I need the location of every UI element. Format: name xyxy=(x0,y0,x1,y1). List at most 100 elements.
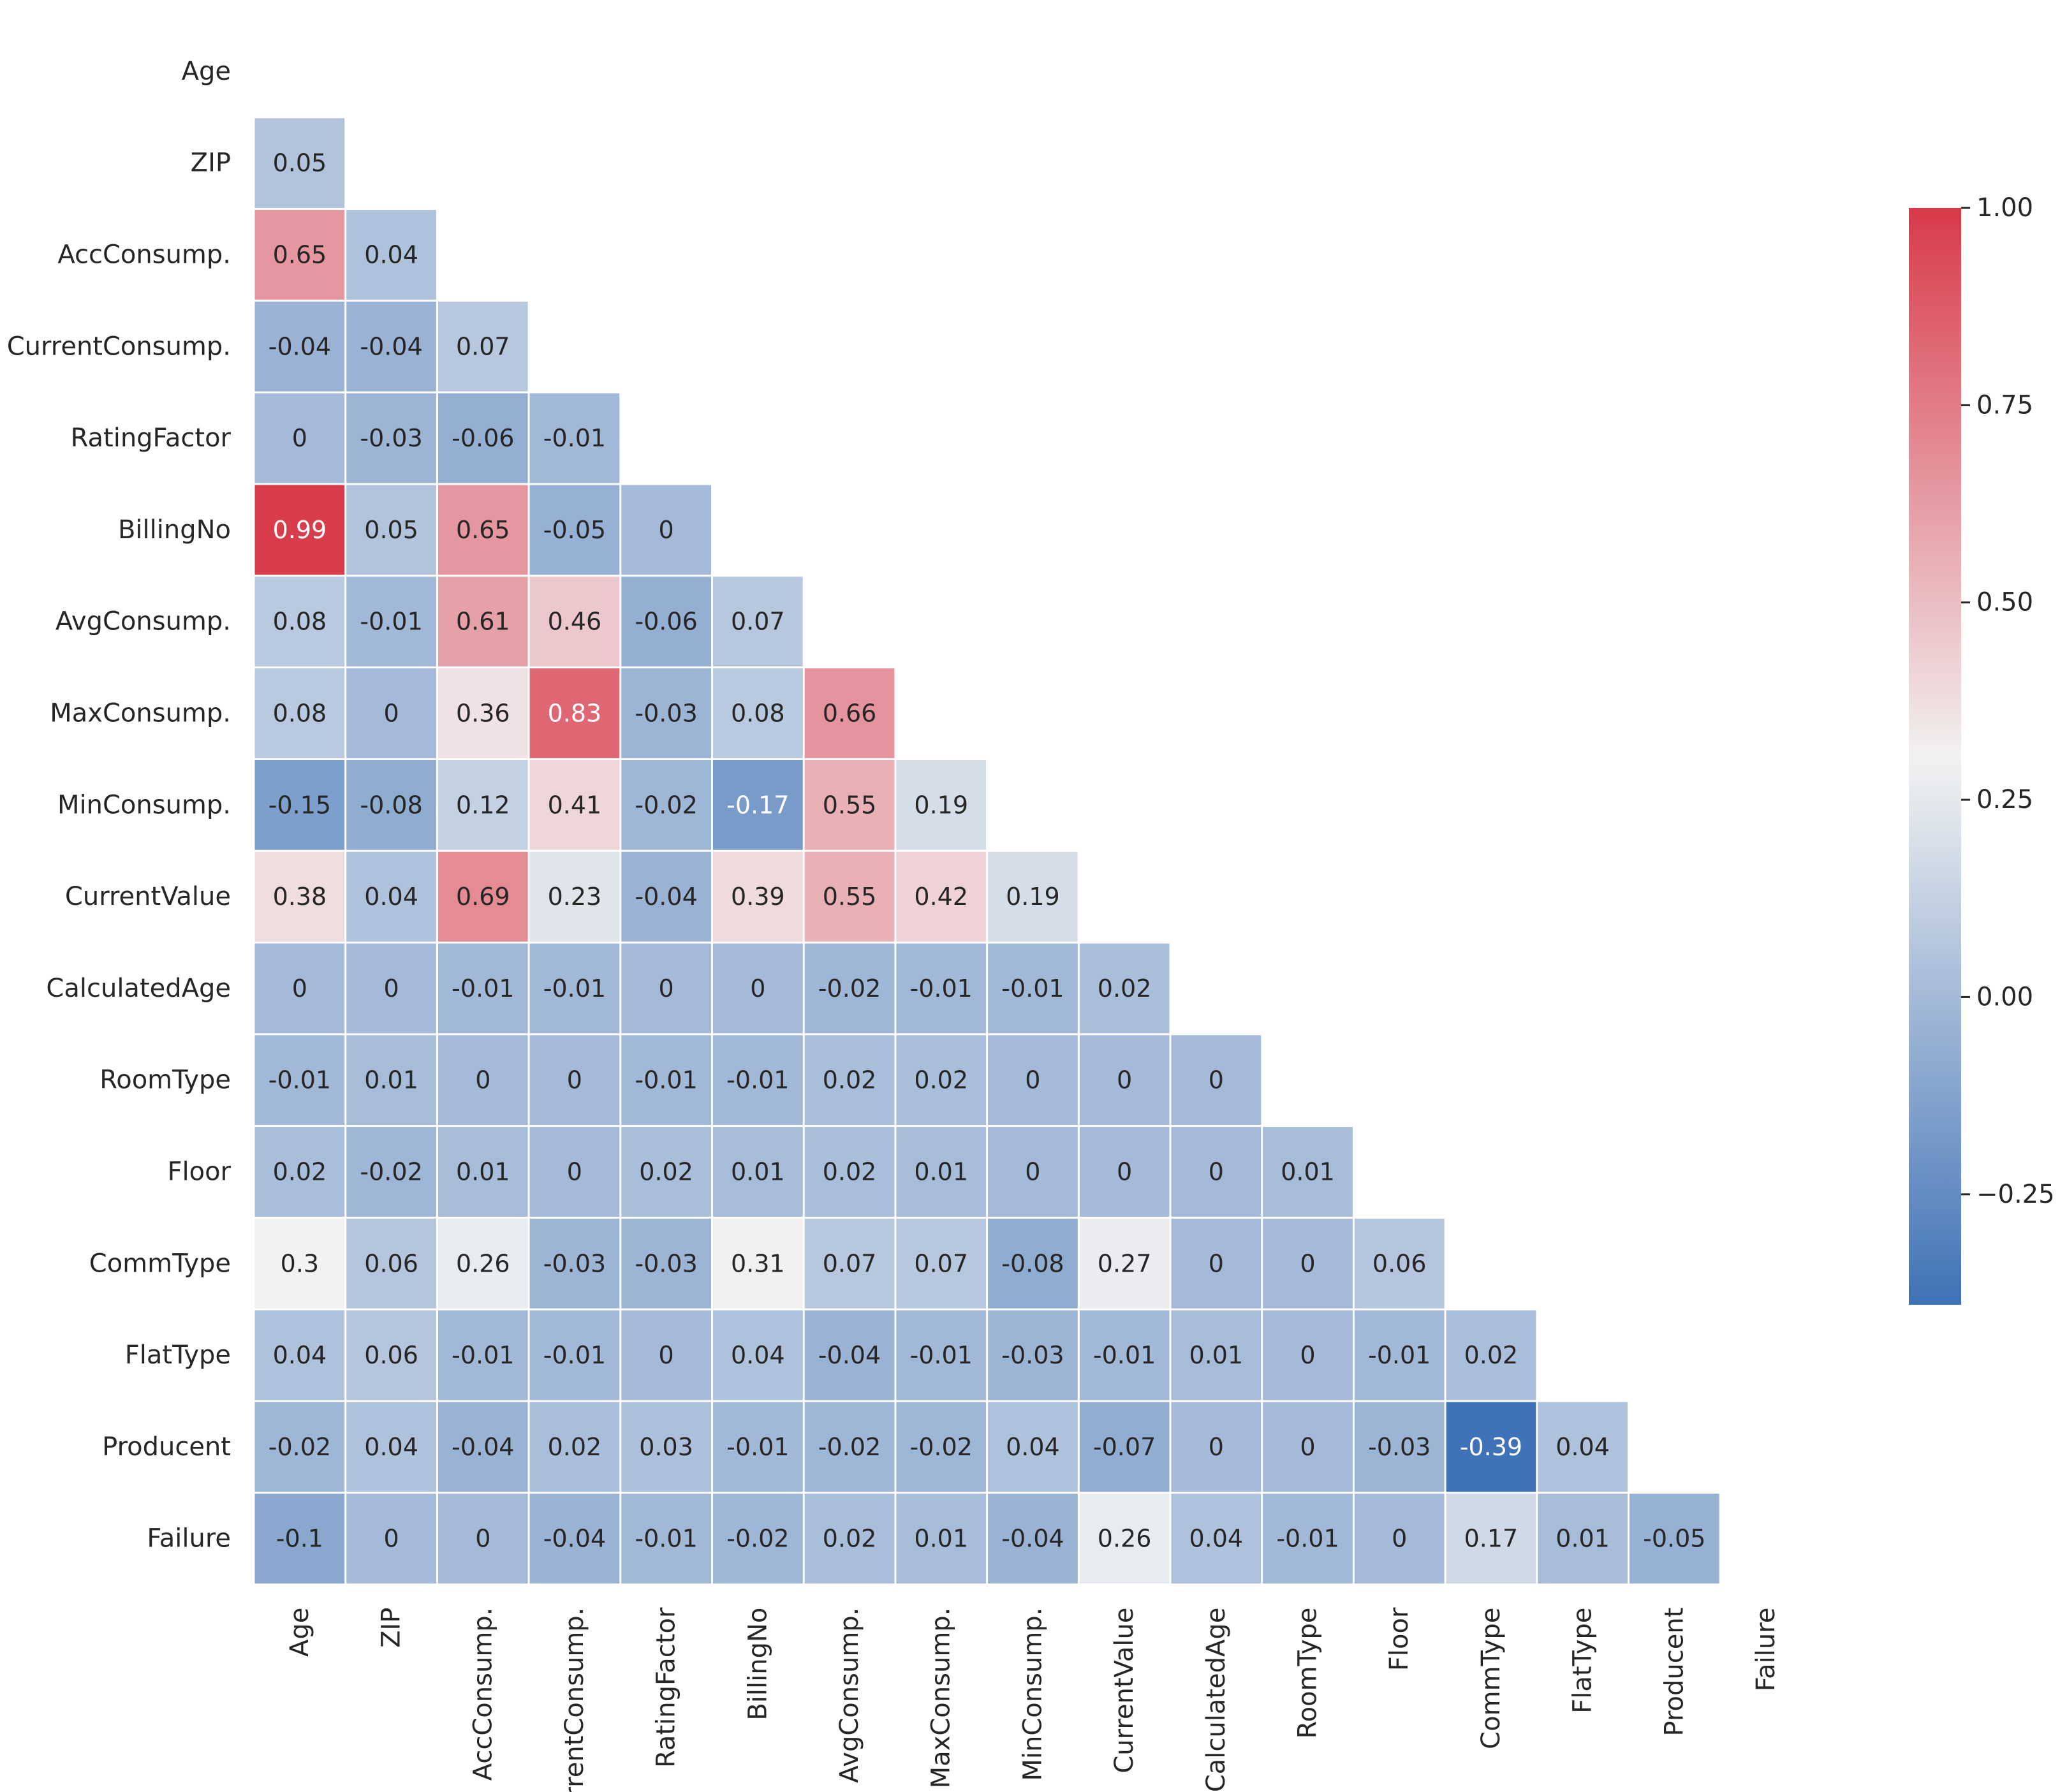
y-label-ratingfactor: RatingFactor xyxy=(71,423,232,453)
cell-value-2-1: 0.04 xyxy=(364,241,418,269)
cell-value-5-3: -0.05 xyxy=(543,516,606,544)
heatmap-cell-4-1 xyxy=(346,393,436,483)
cell-value-9-6: 0.55 xyxy=(823,883,877,911)
cell-value-10-9: 0.02 xyxy=(1098,974,1152,1002)
cell-value-8-2: 0.12 xyxy=(456,791,510,819)
heatmap-cell-15-8 xyxy=(988,1402,1078,1492)
heatmap-cell-12-0 xyxy=(254,1127,345,1217)
heatmap-cell-13-0 xyxy=(254,1218,345,1309)
y-label-accconsump: AccConsump. xyxy=(57,240,231,270)
cell-value-14-8: -0.03 xyxy=(1001,1341,1064,1369)
heatmap-cell-6-2 xyxy=(438,577,528,667)
heatmap-cell-13-4 xyxy=(621,1218,711,1309)
heatmap-cell-14-13 xyxy=(1446,1310,1536,1400)
cell-value-14-1: 0.06 xyxy=(364,1341,418,1369)
cell-value-11-7: 0.02 xyxy=(914,1066,968,1094)
heatmap-cell-7-6 xyxy=(804,668,895,758)
cell-value-16-5: -0.02 xyxy=(726,1525,789,1553)
cell-value-13-4: -0.03 xyxy=(635,1249,697,1277)
heatmap-cell-5-0 xyxy=(254,485,345,575)
cell-value-15-10: 0 xyxy=(1209,1433,1224,1461)
heatmap-cell-16-3 xyxy=(529,1494,620,1584)
heatmap-cell-9-2 xyxy=(438,851,528,942)
x-label-floor: Floor xyxy=(1385,1607,1414,1671)
heatmap-cell-14-9 xyxy=(1079,1310,1170,1400)
heatmap-cell-11-6 xyxy=(804,1035,895,1126)
heatmap-cell-7-2 xyxy=(438,668,528,758)
cell-value-16-12: 0 xyxy=(1392,1525,1407,1553)
cell-value-4-0: 0 xyxy=(292,424,307,452)
cell-value-10-8: -0.01 xyxy=(1001,974,1064,1002)
cell-value-15-9: -0.07 xyxy=(1093,1433,1156,1461)
heatmap-cell-14-0 xyxy=(254,1310,345,1400)
heatmap-cell-15-3 xyxy=(529,1402,620,1492)
heatmap-cell-12-2 xyxy=(438,1127,528,1217)
heatmap-cell-14-4 xyxy=(621,1310,711,1400)
cell-value-9-0: 0.38 xyxy=(273,883,327,911)
cell-value-2-0: 0.65 xyxy=(273,241,327,269)
cell-value-7-5: 0.08 xyxy=(731,700,785,728)
heatmap-cell-15-12 xyxy=(1354,1402,1445,1492)
colorbar-tick-label: 1.00 xyxy=(1976,193,2033,223)
y-label-floor: Floor xyxy=(167,1157,231,1187)
cell-value-12-8: 0 xyxy=(1025,1158,1040,1186)
heatmap-cell-16-0 xyxy=(254,1494,345,1584)
heatmap-cell-11-8 xyxy=(988,1035,1078,1126)
heatmap-cell-16-15 xyxy=(1630,1494,1719,1584)
x-label-currentvalue: CurrentValue xyxy=(1110,1608,1139,1774)
heatmap-cell-16-8 xyxy=(988,1494,1078,1584)
cell-value-16-10: 0.04 xyxy=(1189,1525,1243,1553)
heatmap-cells xyxy=(254,118,1719,1584)
cell-value-7-4: -0.03 xyxy=(635,700,697,728)
cell-value-16-11: -0.01 xyxy=(1276,1525,1339,1553)
x-label-minconsump: MinConsump. xyxy=(1018,1608,1047,1781)
heatmap-cell-9-5 xyxy=(713,851,803,942)
heatmap-cell-11-7 xyxy=(896,1035,987,1126)
heatmap-cell-7-1 xyxy=(346,668,436,758)
cell-value-15-1: 0.04 xyxy=(364,1433,418,1461)
cell-value-15-5: -0.01 xyxy=(726,1433,789,1461)
heatmap-cell-11-10 xyxy=(1171,1035,1262,1126)
cell-value-16-15: -0.05 xyxy=(1643,1525,1705,1553)
cell-value-6-5: 0.07 xyxy=(731,608,785,636)
cell-value-10-7: -0.01 xyxy=(910,974,973,1002)
heatmap-cell-16-5 xyxy=(713,1494,803,1584)
heatmap-cell-10-4 xyxy=(621,943,711,1034)
colorbar-tick-label: −0.25 xyxy=(1976,1180,2055,1209)
cell-value-16-7: 0.01 xyxy=(914,1525,968,1553)
heatmap-cell-3-2 xyxy=(438,301,528,392)
heatmap-cell-16-10 xyxy=(1171,1494,1262,1584)
heatmap-cell-10-7 xyxy=(896,943,987,1034)
cell-value-13-3: -0.03 xyxy=(543,1249,606,1277)
heatmap-cell-6-5 xyxy=(713,577,803,667)
heatmap-cell-13-7 xyxy=(896,1218,987,1309)
cell-value-13-6: 0.07 xyxy=(823,1249,877,1277)
cell-value-11-4: -0.01 xyxy=(635,1066,697,1094)
cell-value-10-2: -0.01 xyxy=(452,974,514,1002)
cell-value-4-2: -0.06 xyxy=(452,424,514,452)
x-label-ratingfactor: RatingFactor xyxy=(652,1607,681,1768)
heatmap-cell-16-9 xyxy=(1079,1494,1170,1584)
cell-value-7-3: 0.83 xyxy=(548,700,602,728)
heatmap-cell-15-7 xyxy=(896,1402,987,1492)
x-label-age: Age xyxy=(285,1608,314,1657)
heatmap-cell-3-1 xyxy=(346,301,436,392)
x-label-commtype: CommType xyxy=(1476,1608,1506,1749)
heatmap-cell-12-6 xyxy=(804,1127,895,1217)
heatmap-cell-5-2 xyxy=(438,485,528,575)
heatmap-cell-9-7 xyxy=(896,851,987,942)
heatmap-cell-8-0 xyxy=(254,760,345,850)
cell-value-14-3: -0.01 xyxy=(543,1341,606,1369)
cell-value-11-10: 0 xyxy=(1209,1066,1224,1094)
cell-value-13-7: 0.07 xyxy=(914,1249,968,1277)
cell-value-14-5: 0.04 xyxy=(731,1341,785,1369)
y-label-calculatedage: CalculatedAge xyxy=(46,974,231,1003)
cell-value-13-0: 0.3 xyxy=(281,1249,319,1277)
cell-value-10-4: 0 xyxy=(659,974,674,1002)
cell-value-16-6: 0.02 xyxy=(823,1525,877,1553)
cell-value-6-4: -0.06 xyxy=(635,608,697,636)
heatmap-cell-13-2 xyxy=(438,1218,528,1309)
heatmap-cell-13-8 xyxy=(988,1218,1078,1309)
heatmap-cell-16-13 xyxy=(1446,1494,1536,1584)
